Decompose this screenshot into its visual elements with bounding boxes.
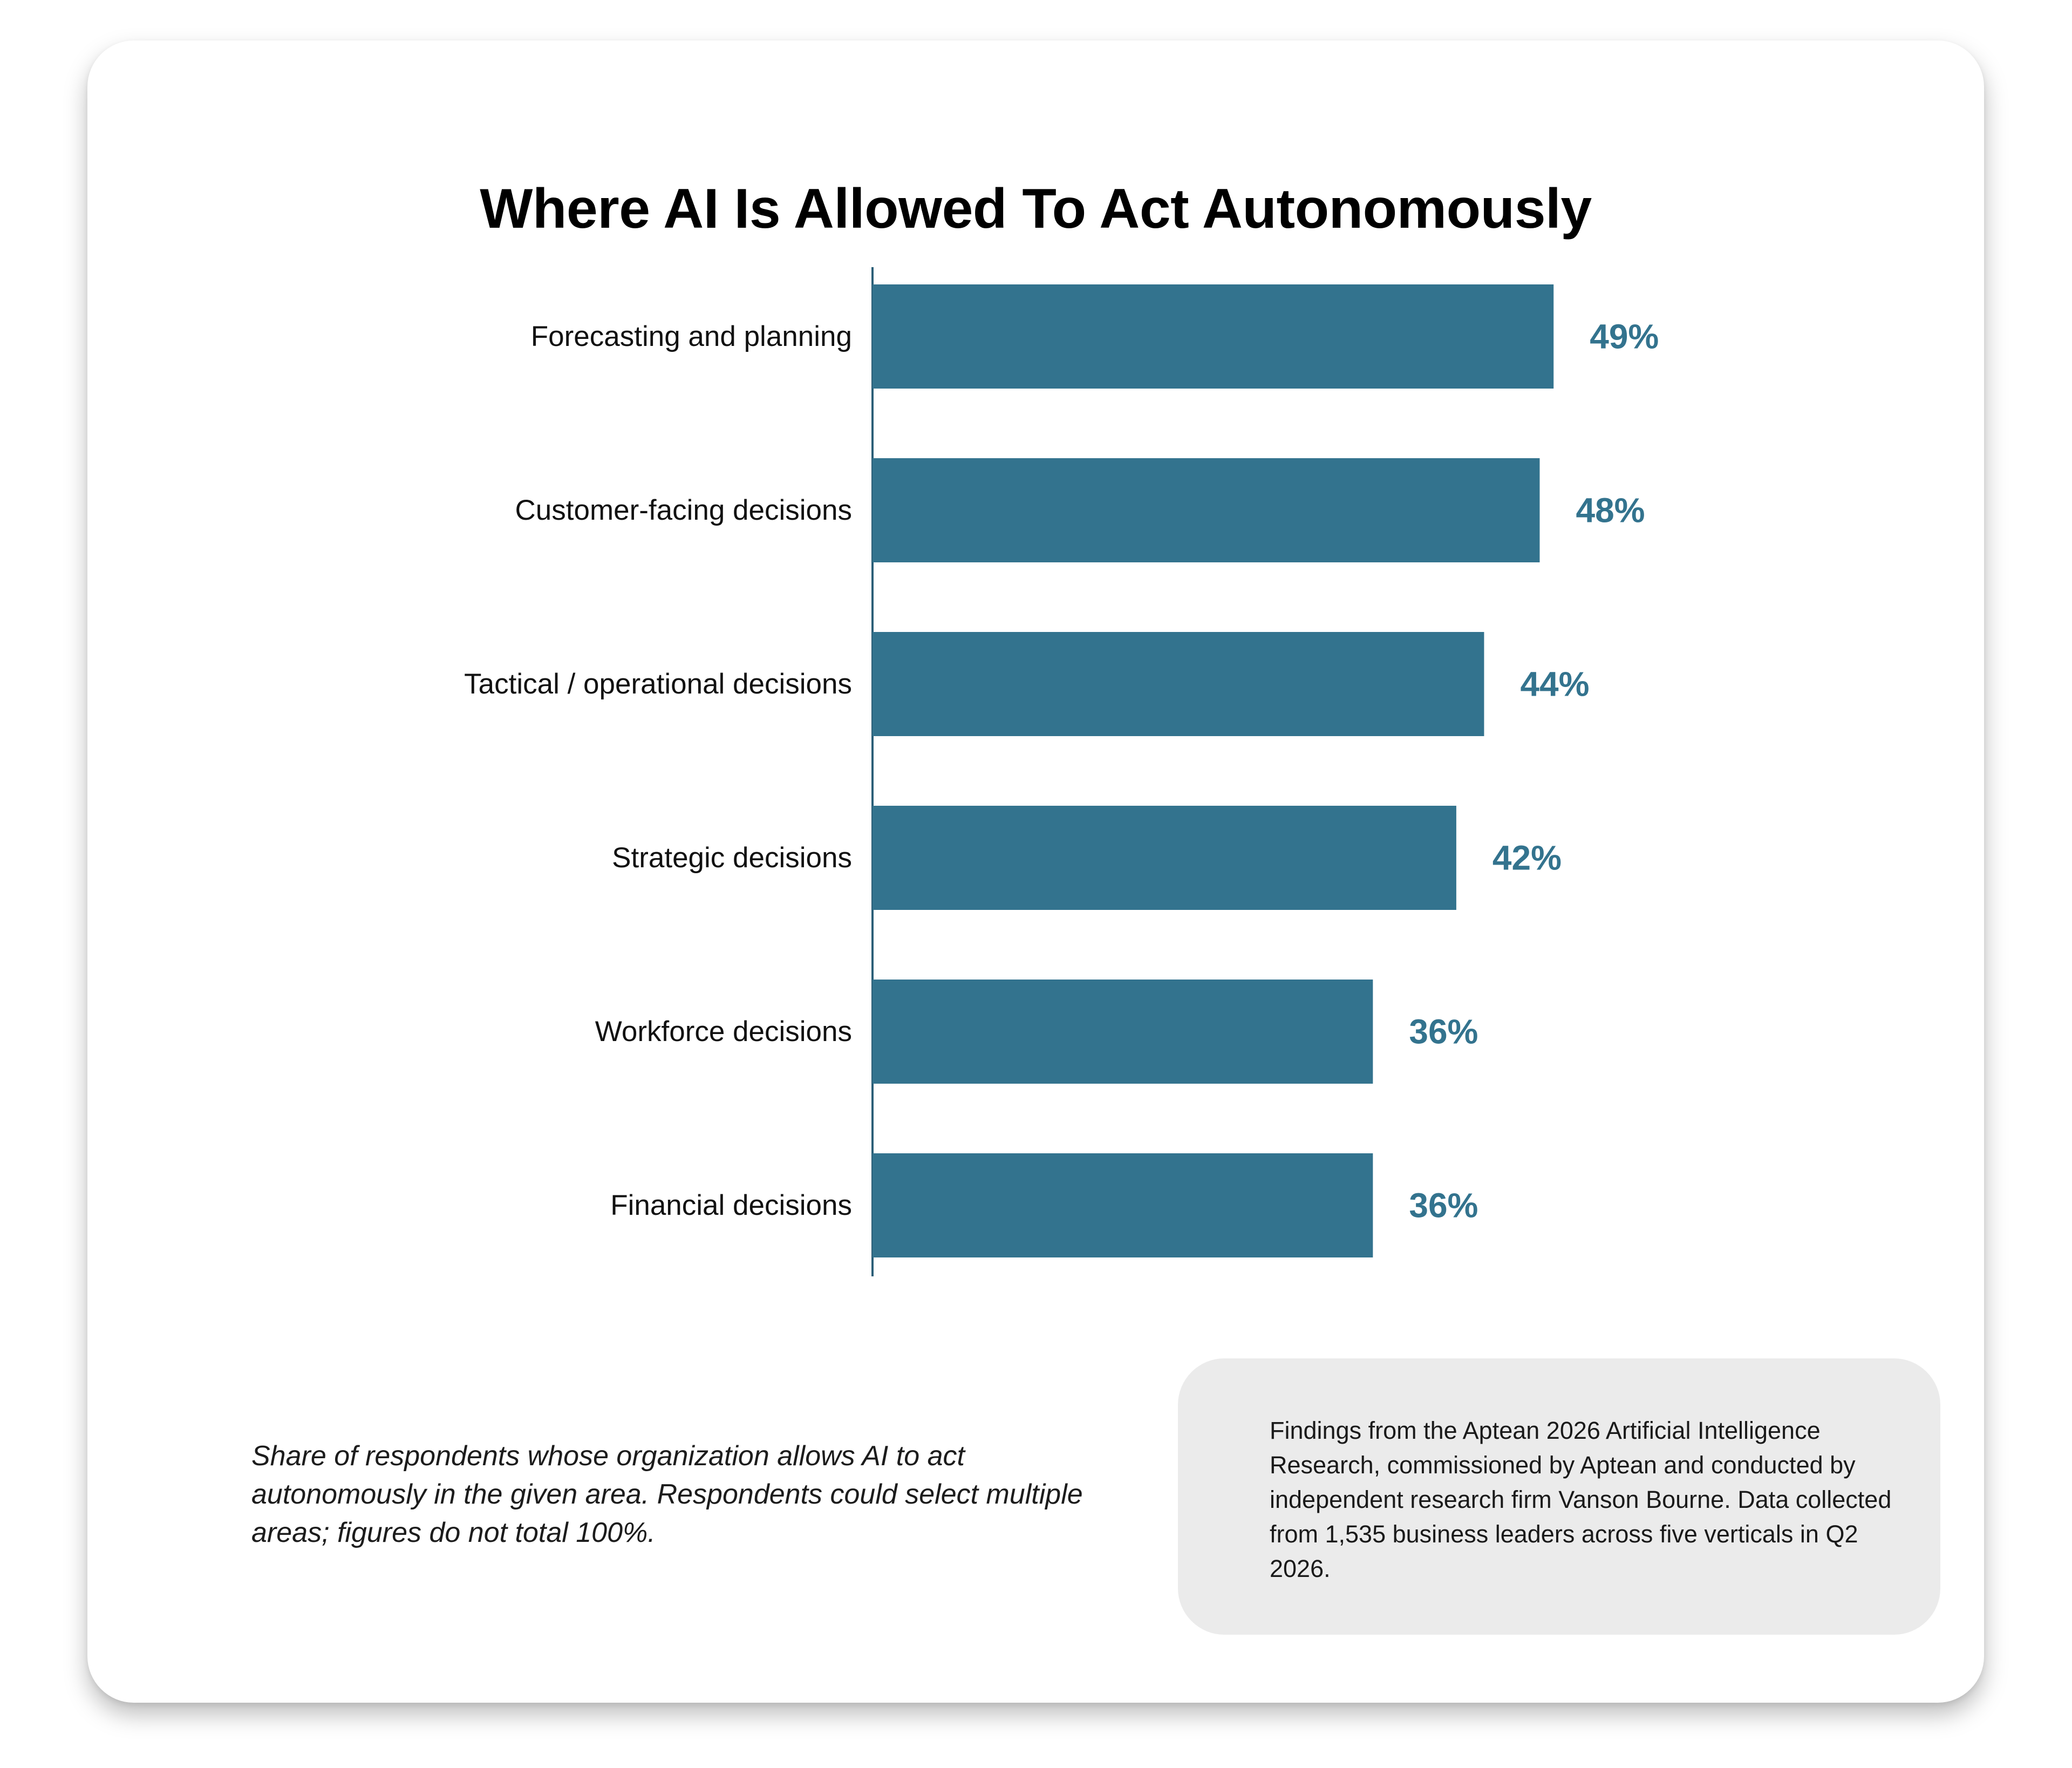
category-label: Forecasting and planning (531, 321, 852, 352)
data-label: 42% (1492, 839, 1562, 878)
bar (873, 458, 1540, 562)
data-label: 44% (1520, 665, 1589, 704)
data-label: 49% (1590, 317, 1659, 356)
bar (873, 632, 1484, 736)
data-label: 48% (1576, 491, 1645, 530)
source-note-text: Findings from the Aptean 2026 Artificial… (1270, 1417, 1892, 1582)
bar (873, 806, 1456, 910)
chart-card: Where AI Is Allowed To Act Autonomously … (87, 40, 1984, 1703)
category-label: Workforce decisions (595, 1016, 852, 1048)
chart-footnote: Share of respondents whose organization … (251, 1440, 1083, 1548)
chart-title: Where AI Is Allowed To Act Autonomously (480, 178, 1592, 240)
data-label: 36% (1409, 1012, 1478, 1051)
bar (873, 980, 1373, 1084)
bar (873, 1153, 1373, 1257)
category-label: Customer-facing decisions (515, 494, 852, 526)
bar (873, 284, 1554, 389)
category-label: Tactical / operational decisions (464, 668, 852, 700)
category-label: Strategic decisions (612, 842, 852, 874)
data-label: 36% (1409, 1186, 1478, 1225)
bar-chart: Forecasting and planning 49% Customer-faci… (464, 267, 1659, 1276)
source-note-box: Findings from the Aptean 2026 Artificial… (1178, 1358, 1940, 1635)
category-label: Financial decisions (610, 1189, 852, 1221)
